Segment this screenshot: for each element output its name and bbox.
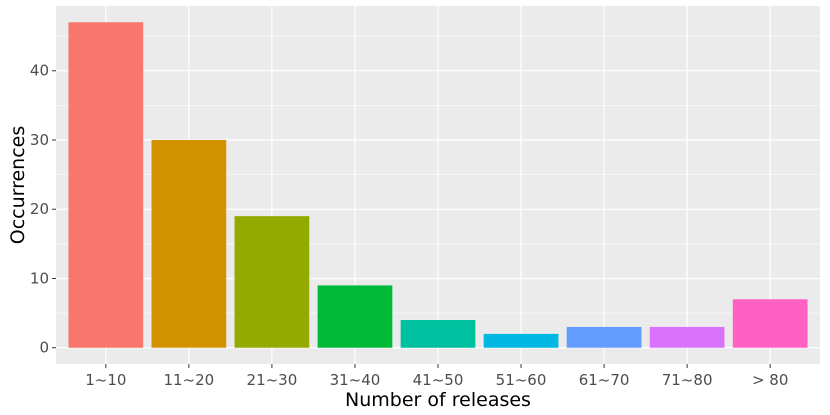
bar-31-40 bbox=[317, 285, 393, 348]
y-axis-title: Occurrences bbox=[7, 126, 29, 245]
bar-41-50 bbox=[400, 320, 476, 348]
y-tick-label: 30 bbox=[30, 131, 49, 149]
bar-61-70 bbox=[566, 326, 642, 348]
bar-1-10 bbox=[68, 22, 144, 348]
bar-51-60 bbox=[483, 333, 559, 348]
x-tick-label: 21~30 bbox=[247, 371, 298, 389]
bars bbox=[68, 22, 808, 348]
y-tick-label: 10 bbox=[30, 269, 49, 287]
x-tick-label: 41~50 bbox=[413, 371, 464, 389]
x-tick-label: 11~20 bbox=[163, 371, 214, 389]
x-tick-label: 1~10 bbox=[85, 371, 126, 389]
x-tick-label: > 80 bbox=[752, 371, 788, 389]
x-tick-label: 31~40 bbox=[330, 371, 381, 389]
x-tick-label: 51~60 bbox=[496, 371, 547, 389]
y-tick-label: 40 bbox=[30, 62, 49, 80]
bar-80 bbox=[732, 299, 808, 348]
y-tick-label: 20 bbox=[30, 200, 49, 218]
y-axis: 0 10 20 30 40 bbox=[30, 62, 56, 357]
x-tick-label: 61~70 bbox=[579, 371, 630, 389]
bar-11-20 bbox=[151, 139, 227, 348]
bar-71-80 bbox=[649, 326, 725, 348]
x-axis: 1~10 11~20 21~30 31~40 41~50 51~60 61~70 71~80 >… bbox=[85, 364, 788, 389]
x-axis-title: Number of releases bbox=[345, 389, 531, 411]
bar-21-30 bbox=[234, 216, 310, 348]
x-tick-label: 71~80 bbox=[662, 371, 713, 389]
y-tick-label: 0 bbox=[39, 339, 49, 357]
